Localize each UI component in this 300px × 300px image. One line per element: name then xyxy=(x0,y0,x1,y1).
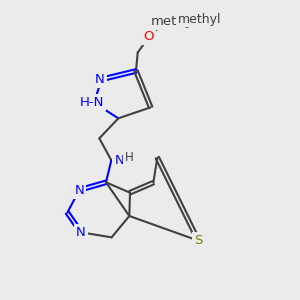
Text: N: N xyxy=(95,73,104,86)
Text: H: H xyxy=(125,151,134,164)
Text: N: N xyxy=(74,184,84,196)
Text: methyl: methyl xyxy=(151,14,197,28)
Text: H-N: H-N xyxy=(80,96,104,109)
Text: O: O xyxy=(144,30,154,43)
Text: S: S xyxy=(194,234,202,247)
Text: N: N xyxy=(76,226,86,239)
Text: methyl: methyl xyxy=(178,13,221,26)
Text: N: N xyxy=(115,154,124,167)
